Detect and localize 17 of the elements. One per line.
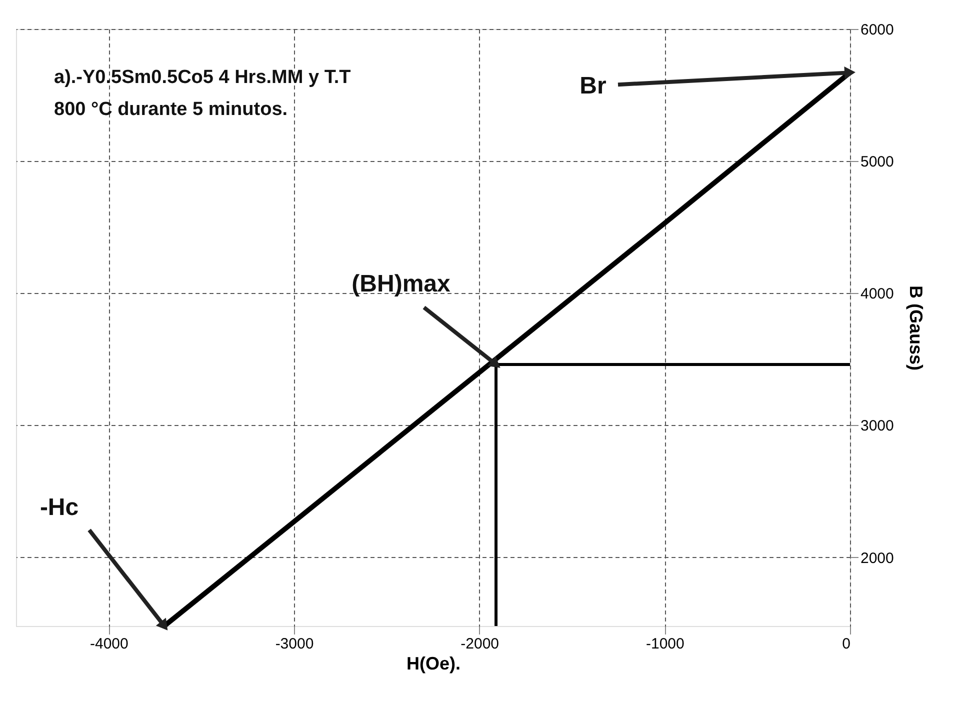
y-axis-title: B (Gauss) — [906, 285, 926, 371]
annotation: (BH)max — [352, 270, 452, 298]
y-tick-label: 6000 — [860, 22, 894, 38]
y-tick-label: 3000 — [860, 418, 894, 435]
annotation: Br — [580, 72, 606, 100]
y-tick-label: 4000 — [860, 286, 894, 303]
annotation: -Hc — [40, 494, 79, 521]
x-tick-label: -4000 — [90, 636, 128, 652]
x-tick-label: -2000 — [460, 636, 500, 652]
y-tick-label: 5000 — [860, 154, 894, 171]
annotation: a).-Y0.5Sm0.5Co5 4 Hrs.MM y T.T — [54, 67, 352, 88]
x-axis-title: H(Oe). — [406, 654, 460, 674]
x-tick-label: 0 — [842, 636, 850, 652]
x-tick-label: -3000 — [275, 636, 314, 652]
annotation: 800 °C durante 5 minutos. — [54, 99, 288, 120]
x-tick-label: -1000 — [646, 636, 684, 652]
y-tick-label: 2000 — [860, 550, 894, 567]
